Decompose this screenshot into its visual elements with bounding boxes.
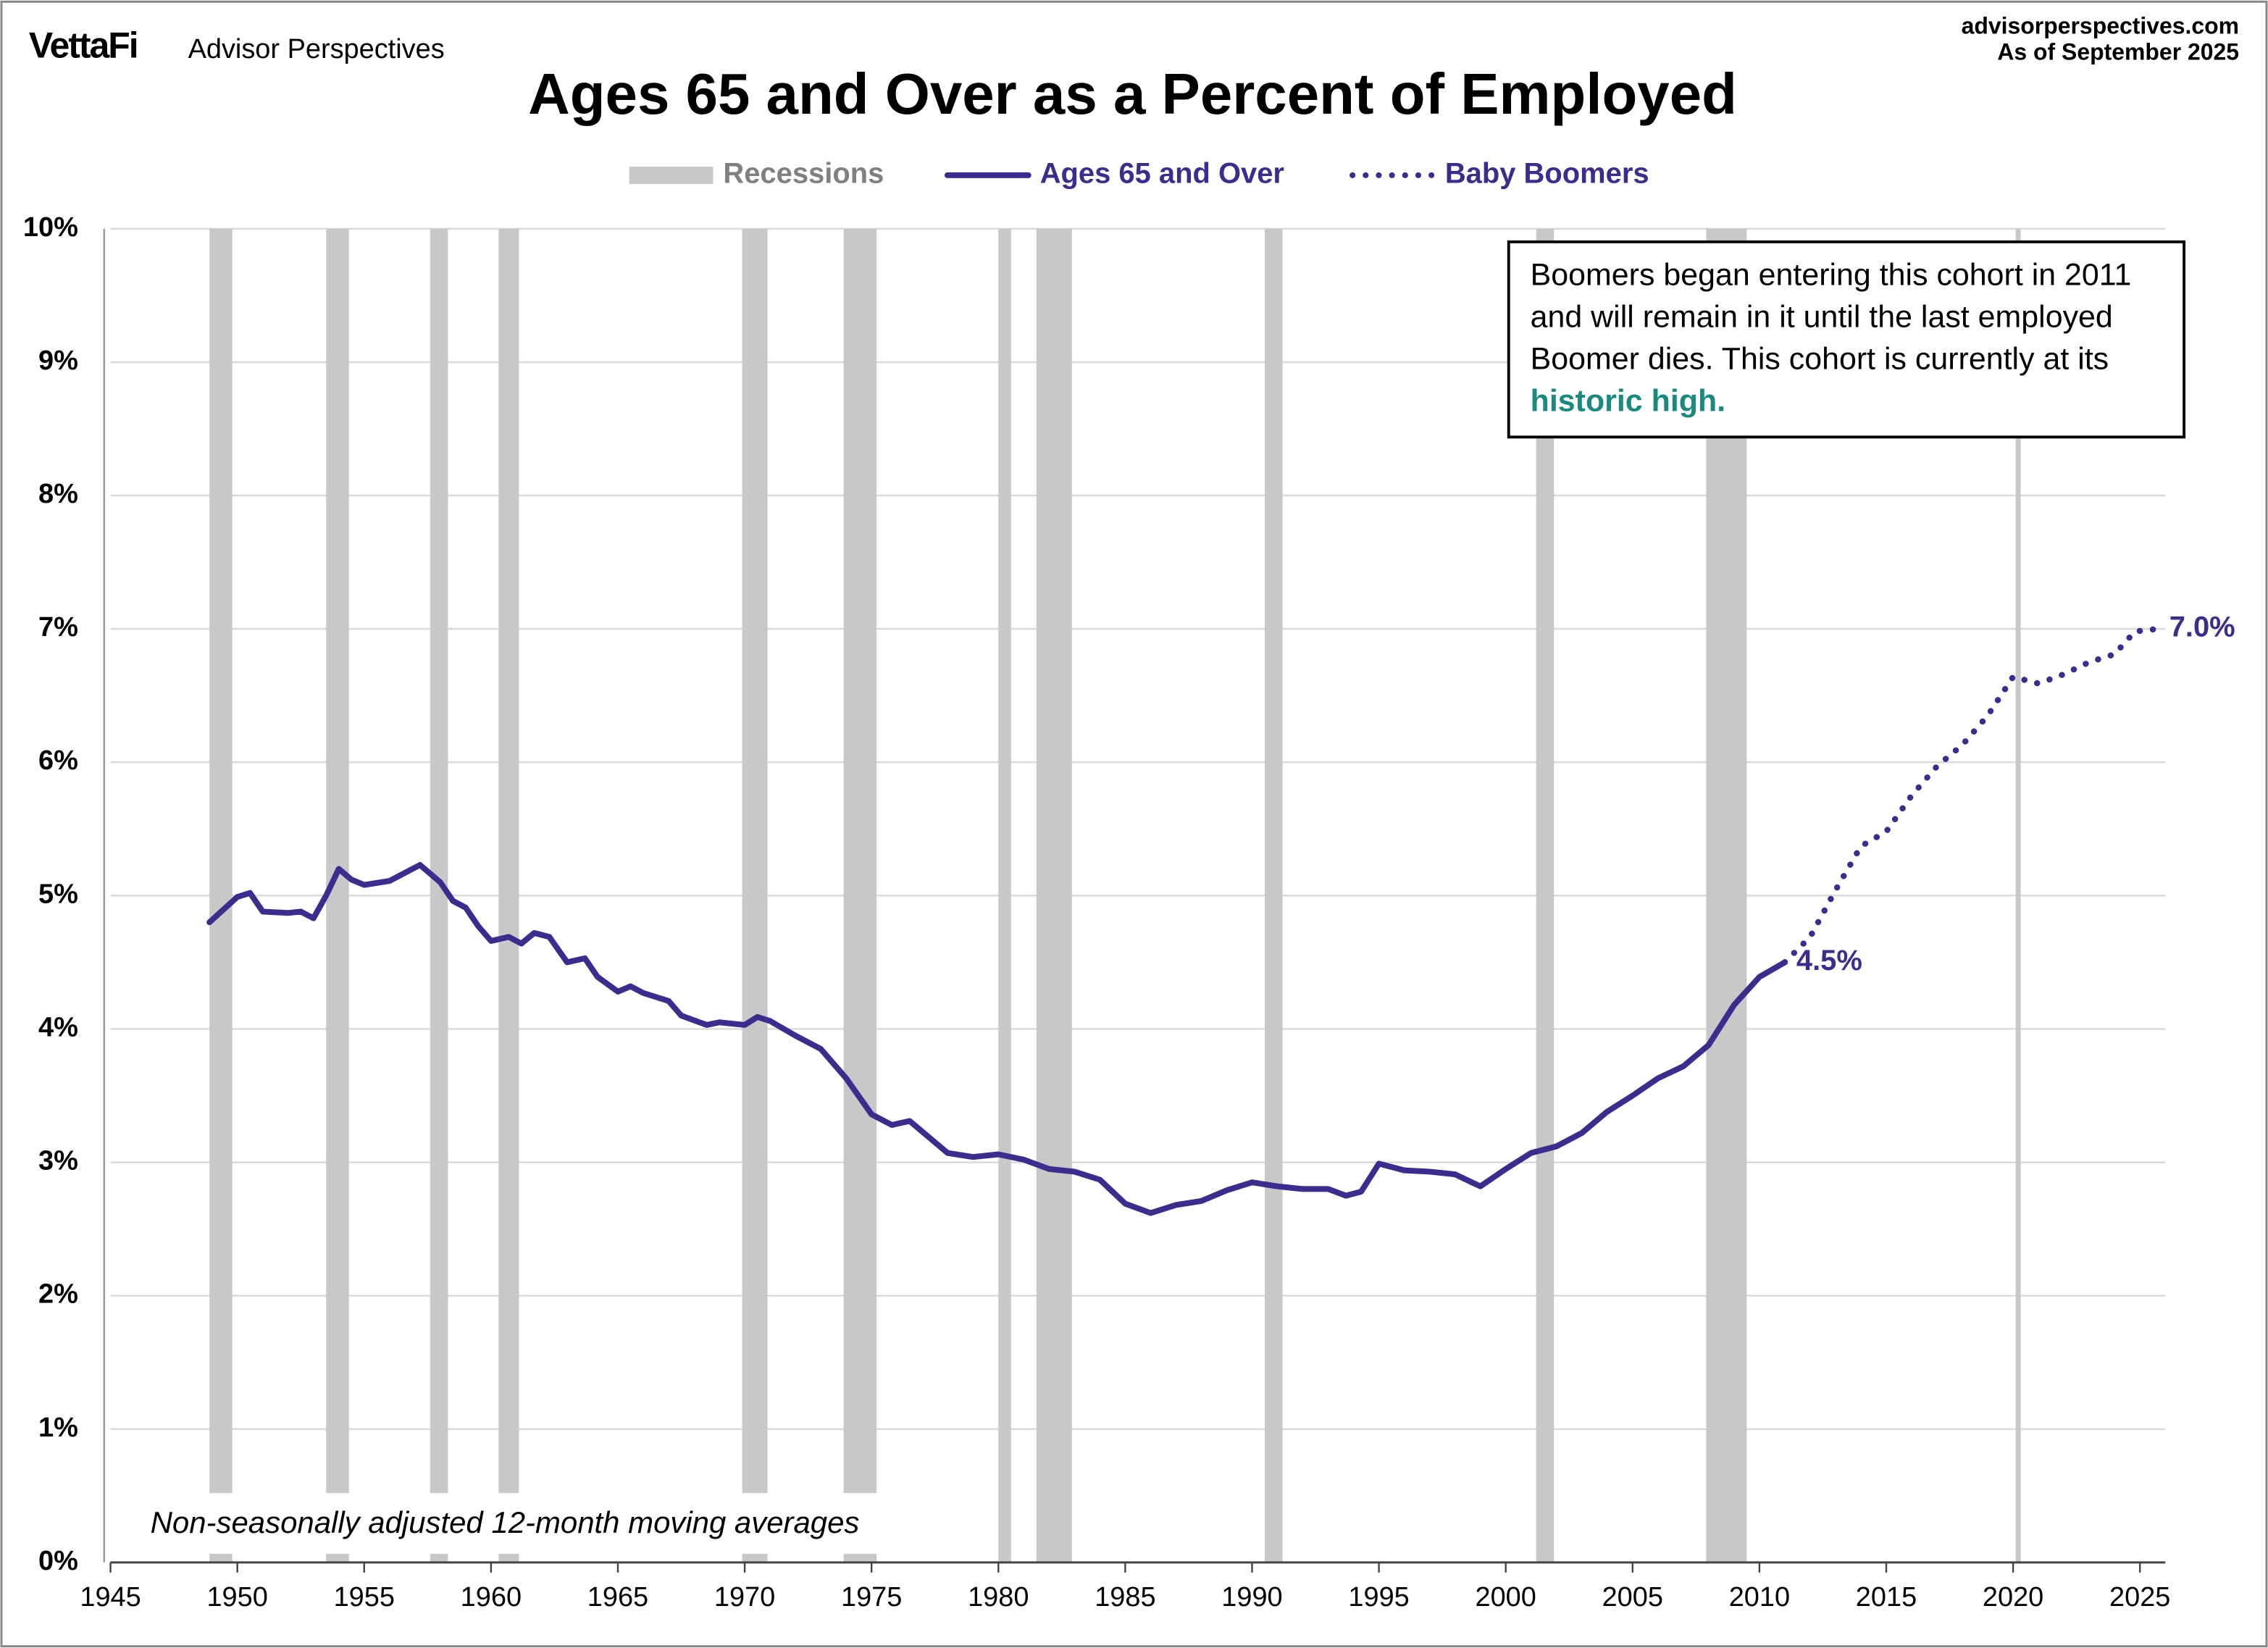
annotation-highlight: historic high.	[1530, 383, 1726, 419]
chart-title: Ages 65 and Over as a Percent of Employe…	[528, 62, 1737, 126]
recession-band	[2015, 228, 2021, 1563]
note-background	[141, 1493, 943, 1554]
y-tick-label: 4%	[38, 1012, 78, 1042]
x-tick-label: 1955	[334, 1582, 395, 1613]
x-tick-label: 2005	[1602, 1582, 1663, 1613]
x-tick-label: 1950	[206, 1582, 267, 1613]
y-tick-label: 3%	[38, 1146, 78, 1176]
x-tick-label: 2015	[1856, 1582, 1917, 1613]
legend-label: Recessions	[723, 157, 884, 189]
as-of: As of September 2025	[1997, 39, 2239, 65]
value-label: 7.0%	[2169, 611, 2235, 643]
annotation-text: Boomers began entering this cohort in 20…	[1530, 257, 2132, 377]
x-tick-label: 1945	[80, 1582, 141, 1613]
recession-band	[498, 228, 519, 1563]
x-tick-label: 1995	[1348, 1582, 1409, 1613]
recession-band	[209, 228, 233, 1563]
series-line	[206, 861, 1788, 1216]
x-tick-label: 1970	[714, 1582, 775, 1613]
x-tick-label: 1975	[841, 1582, 902, 1613]
y-tick-label: 9%	[38, 346, 78, 376]
series-line	[1781, 625, 2161, 966]
legend-swatch	[629, 166, 714, 184]
brand: VettaFi	[29, 25, 138, 65]
x-tick-label: 1980	[968, 1582, 1029, 1613]
x-tick-label: 2000	[1476, 1582, 1536, 1613]
x-tick-label: 1990	[1221, 1582, 1282, 1613]
recession-band	[843, 228, 877, 1563]
note: Non-seasonally adjusted 12-month moving …	[151, 1505, 860, 1539]
recession-band	[430, 228, 448, 1563]
x-tick-label: 2025	[2109, 1582, 2170, 1613]
legend-label: Ages 65 and Over	[1040, 157, 1284, 189]
recession-band	[742, 228, 768, 1563]
annotation: Boomers began entering this cohort in 20…	[1507, 240, 2186, 439]
x-tick-label: 1960	[461, 1582, 522, 1613]
y-tick-label: 2%	[38, 1279, 78, 1310]
recession-band	[1036, 228, 1072, 1563]
recession-band	[1536, 228, 1554, 1563]
x-tick-label: 1985	[1095, 1582, 1155, 1613]
annotation-box: Boomers began entering this cohort in 20…	[1507, 240, 2186, 439]
y-tick-label: 8%	[38, 479, 78, 509]
y-tick-label: 6%	[38, 745, 78, 776]
y-tick-label: 0%	[38, 1546, 78, 1576]
x-tick-label: 2020	[1983, 1582, 2043, 1613]
value-label: 4.5%	[1796, 945, 1862, 976]
y-tick-label: 5%	[38, 879, 78, 909]
source: advisorperspectives.com	[1962, 13, 2239, 39]
recession-band	[998, 228, 1011, 1563]
brand-sub: Advisor Perspectives	[188, 34, 445, 64]
recession-band	[1264, 228, 1283, 1563]
x-tick-label: 2010	[1729, 1582, 1790, 1613]
legend-label: Baby Boomers	[1445, 157, 1649, 189]
y-tick-label: 7%	[38, 612, 78, 643]
y-tick-label: 10%	[23, 212, 78, 243]
recession-band	[1706, 228, 1747, 1563]
y-tick-label: 1%	[38, 1413, 78, 1443]
x-tick-label: 1965	[587, 1582, 648, 1613]
recession-band	[326, 228, 349, 1563]
